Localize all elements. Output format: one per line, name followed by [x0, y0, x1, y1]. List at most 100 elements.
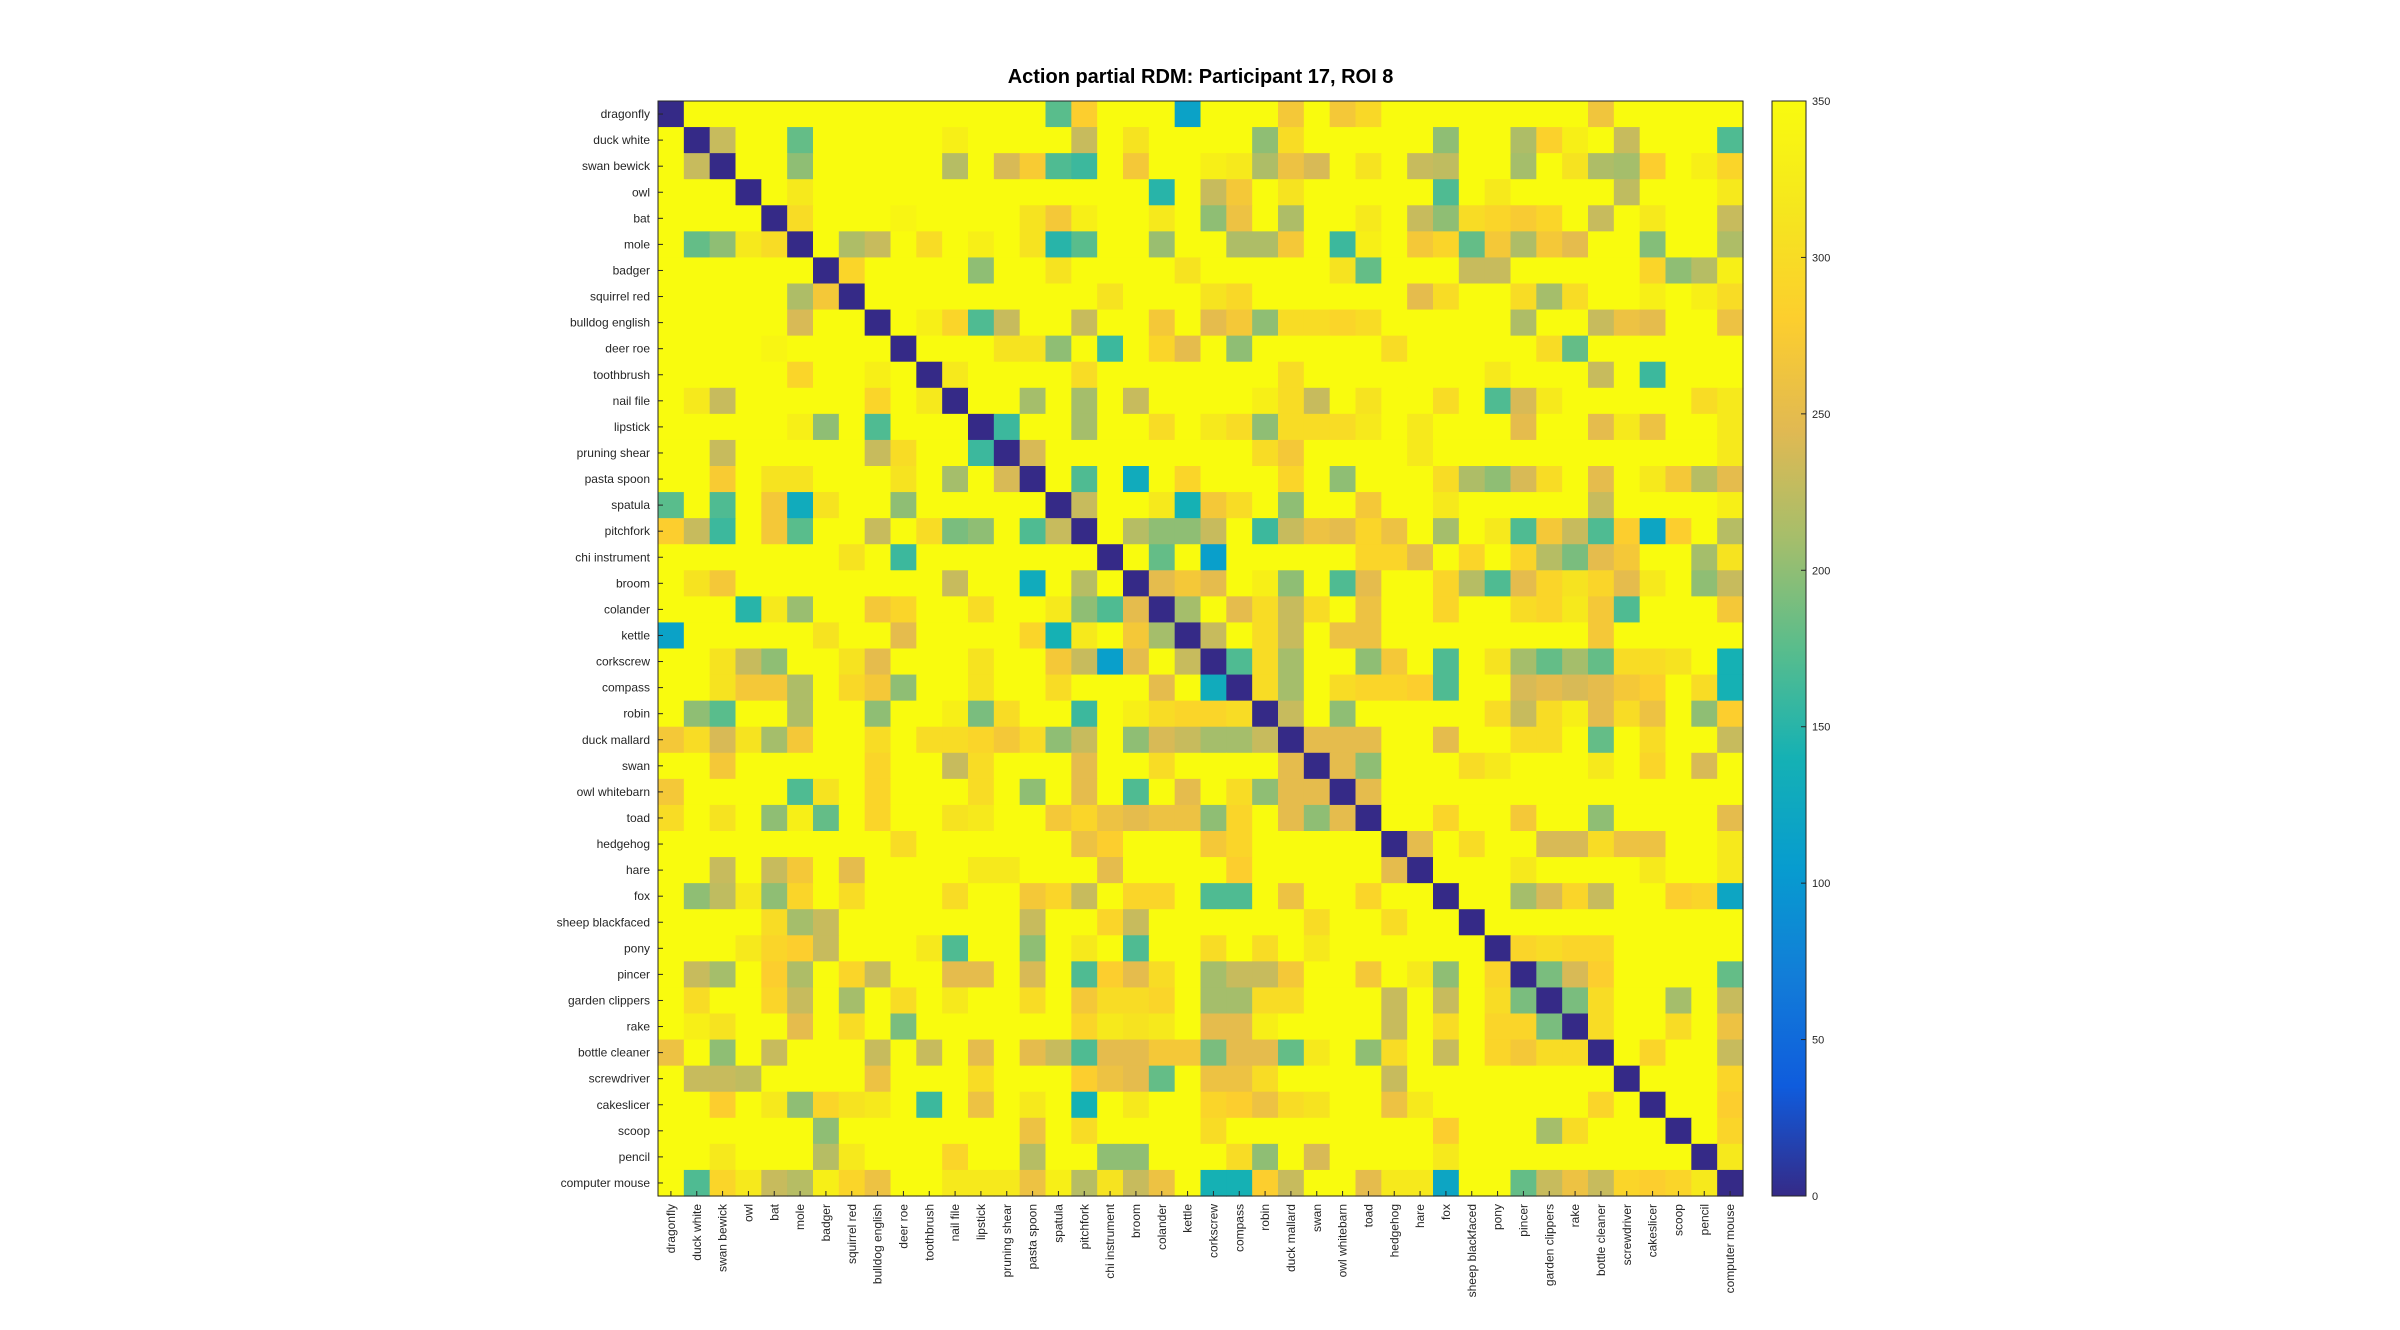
heatmap-cell [1329, 804, 1357, 832]
heatmap-cell [1252, 674, 1279, 702]
heatmap-cell [993, 935, 1021, 962]
heatmap-cell [1123, 1143, 1150, 1171]
heatmap-cell [1200, 101, 1227, 128]
heatmap-cell [916, 831, 943, 858]
heatmap-cell [1045, 335, 1072, 363]
heatmap-cell [1717, 961, 1744, 989]
heatmap-cell [787, 283, 814, 311]
heatmap-cell [864, 127, 892, 154]
heatmap-cell [1691, 544, 1718, 571]
heatmap-cell [916, 231, 943, 259]
heatmap-cell [1355, 1065, 1382, 1093]
heatmap-cell [1484, 700, 1512, 728]
heatmap-cell [1484, 883, 1512, 910]
heatmap-cell [1329, 700, 1357, 728]
heatmap-cell [1665, 439, 1692, 467]
heatmap-cell [1071, 1091, 1098, 1119]
heatmap-cell [1278, 1065, 1305, 1093]
heatmap-cell [1303, 622, 1331, 650]
heatmap-cell [1174, 1117, 1202, 1145]
heatmap-cell [1071, 257, 1098, 285]
y-tick-label: swan bewick [582, 159, 651, 173]
heatmap-cell [1278, 492, 1305, 519]
heatmap-cell [1355, 961, 1382, 989]
heatmap-cell [1433, 857, 1460, 884]
heatmap-cell [709, 257, 737, 285]
y-tick-label: computer mouse [561, 1176, 651, 1190]
heatmap-cell [761, 961, 788, 989]
heatmap-cell [1174, 361, 1202, 389]
heatmap-cell [1174, 804, 1202, 832]
heatmap-cell [1252, 987, 1279, 1015]
heatmap-cell [993, 387, 1021, 415]
heatmap-cell [1381, 883, 1408, 910]
heatmap-cell [735, 648, 762, 676]
heatmap-cell [1510, 413, 1537, 441]
y-tick-label: pincer [617, 967, 650, 981]
heatmap-cell [1226, 413, 1253, 441]
heatmap-cell [1329, 205, 1357, 232]
x-tick-label: pincer [1516, 1204, 1530, 1237]
heatmap-cell [761, 101, 788, 128]
heatmap-cell [1665, 231, 1692, 259]
heatmap-cell [1691, 674, 1718, 702]
heatmap-cell [1148, 987, 1176, 1015]
heatmap-cell [916, 726, 943, 754]
heatmap-cell [1174, 413, 1202, 441]
heatmap-cell [1613, 231, 1641, 259]
heatmap-cell [683, 883, 711, 910]
heatmap-cell [709, 101, 737, 128]
heatmap-cell [1433, 909, 1460, 936]
heatmap-cell [1355, 831, 1382, 858]
heatmap-cell [1278, 1143, 1305, 1171]
heatmap-cell [1691, 231, 1718, 259]
heatmap-cell [1562, 831, 1589, 858]
heatmap-cell [864, 1117, 892, 1145]
heatmap-cell [1355, 804, 1382, 832]
heatmap-cell [993, 752, 1021, 780]
heatmap-cell [1148, 909, 1176, 936]
heatmap-cell [1717, 883, 1744, 910]
heatmap-cell [1329, 1117, 1357, 1145]
heatmap-cell [1123, 883, 1150, 910]
heatmap-cell [1148, 648, 1176, 676]
heatmap-cell [1588, 1065, 1615, 1093]
heatmap-cell [1200, 831, 1227, 858]
heatmap-cell [1613, 413, 1641, 441]
heatmap-cell [1407, 1117, 1434, 1145]
heatmap-cell [838, 335, 866, 363]
heatmap-cell [1148, 961, 1176, 989]
heatmap-cell [1588, 596, 1615, 624]
heatmap-cell [864, 179, 892, 206]
heatmap-cell [709, 1013, 737, 1041]
heatmap-cell [1588, 778, 1615, 806]
heatmap-cell [1484, 361, 1512, 389]
heatmap-cell [993, 309, 1021, 337]
heatmap-cell [1691, 153, 1718, 180]
heatmap-cell [968, 466, 995, 493]
heatmap-cell [1200, 961, 1227, 989]
heatmap-cell [1097, 1013, 1124, 1041]
heatmap-cell [1613, 283, 1641, 311]
heatmap-cell [1562, 153, 1589, 180]
heatmap-cell [1045, 518, 1072, 545]
heatmap-cell [1252, 909, 1279, 936]
x-tick-label: pitchfork [1077, 1203, 1091, 1249]
heatmap-cell [1510, 857, 1537, 884]
heatmap-cell [1691, 439, 1718, 467]
heatmap-cell [1045, 1065, 1072, 1093]
heatmap-cell [1123, 387, 1150, 415]
heatmap-cell [1097, 674, 1124, 702]
heatmap-cell [1174, 961, 1202, 989]
heatmap-cell [1329, 544, 1357, 571]
x-tick-label: owl [741, 1204, 755, 1222]
heatmap-cell [1510, 257, 1537, 285]
heatmap-cell [968, 726, 995, 754]
y-tick-label: spatula [611, 498, 650, 512]
heatmap-cell [916, 466, 943, 493]
heatmap-cell [1148, 1039, 1176, 1067]
heatmap-cell [968, 231, 995, 259]
heatmap-cell [1252, 570, 1279, 597]
heatmap-cell [1613, 570, 1641, 597]
heatmap-cell [813, 361, 840, 389]
